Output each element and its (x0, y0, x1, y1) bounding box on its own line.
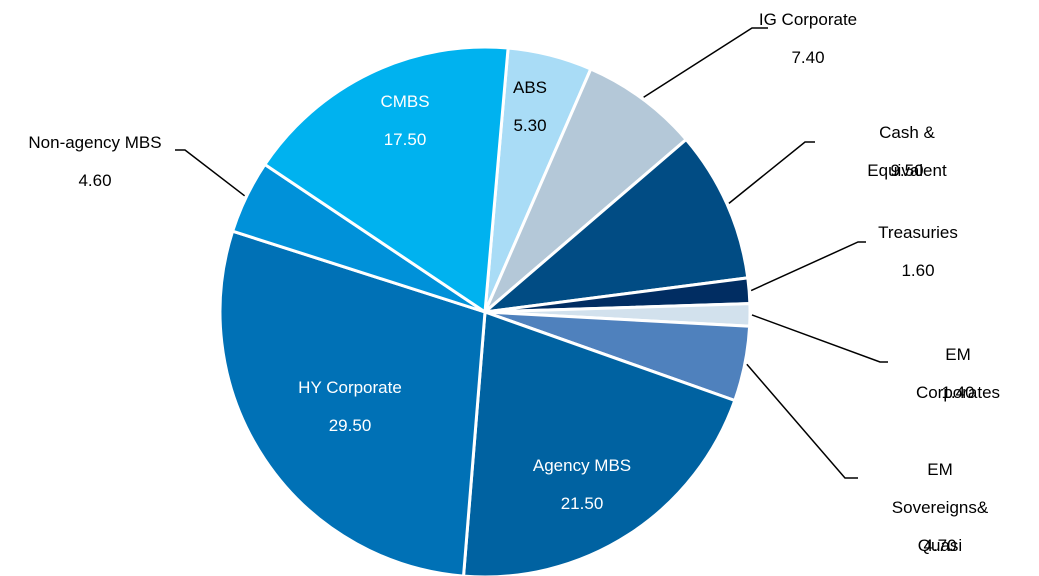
slice-label: Agency MBS (532, 456, 632, 475)
slice-value: 1.40 (941, 383, 975, 402)
leader-line (175, 149, 246, 197)
slice-value: 7.40 (791, 48, 825, 67)
pie-slice (262, 45, 510, 315)
slice-value: 4.70 (923, 536, 957, 555)
slice-value: 9.50 (890, 161, 924, 180)
slice-label: ABS (512, 78, 548, 97)
pie-slice (218, 229, 487, 576)
pie-slice (480, 137, 750, 315)
leader-line (643, 27, 768, 98)
slice-label: IG Corporate (758, 10, 858, 29)
leader-line (746, 363, 858, 479)
leader-line (750, 241, 866, 292)
slice-value: 29.50 (328, 416, 372, 435)
slice-label: Treasuries (878, 223, 958, 242)
slice-label: Non-agency MBS (28, 133, 162, 152)
slice-label: Cash & Equivalent (867, 123, 947, 180)
slice-value: 1.60 (901, 261, 935, 280)
leader-line (751, 314, 888, 363)
pie-slice (483, 67, 689, 314)
slice-label: EM Sovereigns& Quasi Sovereig (891, 460, 989, 576)
slice-label: CMBS (380, 92, 430, 111)
slice-value: 5.30 (513, 116, 547, 135)
slice-label: HY Corporate (298, 378, 402, 397)
slice-value: 4.60 (78, 171, 112, 190)
slice-value: 17.50 (383, 130, 427, 149)
slice-value: 21.50 (560, 494, 604, 513)
slice-label: EM Corporates (915, 345, 1001, 402)
pie-slice (462, 309, 737, 576)
leader-line (728, 141, 815, 204)
